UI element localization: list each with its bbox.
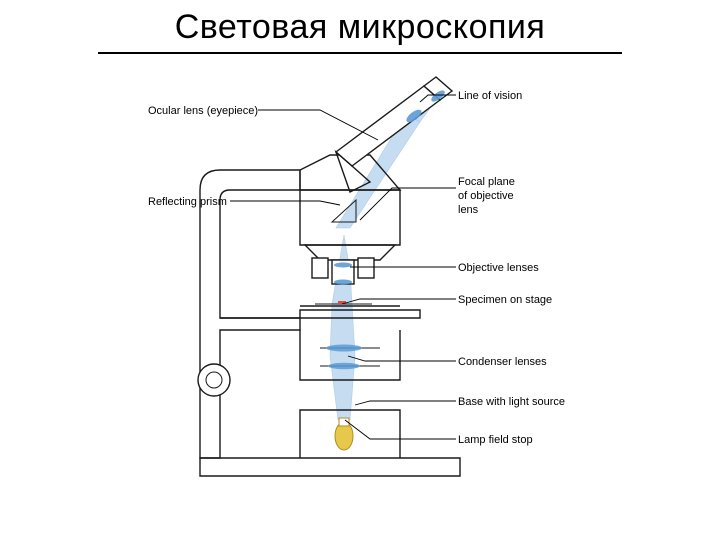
title-underline: [98, 52, 622, 54]
label-condenser: Condenser lenses: [458, 356, 547, 370]
microscope-diagram: Line of vision Ocular lens (eyepiece) Re…: [0, 60, 720, 540]
label-ocular: Ocular lens (eyepiece): [148, 105, 258, 119]
label-reflecting-prism: Reflecting prism: [148, 196, 227, 210]
label-specimen: Specimen on stage: [458, 294, 552, 308]
label-objective-lenses: Objective lenses: [458, 262, 539, 276]
label-focal-plane: Focal plane of objective lens: [458, 176, 515, 217]
page-title: Световая микроскопия: [0, 8, 720, 47]
label-lamp-stop: Lamp field stop: [458, 434, 533, 448]
label-line-of-vision: Line of vision: [458, 90, 522, 104]
label-base-light: Base with light source: [458, 396, 565, 410]
